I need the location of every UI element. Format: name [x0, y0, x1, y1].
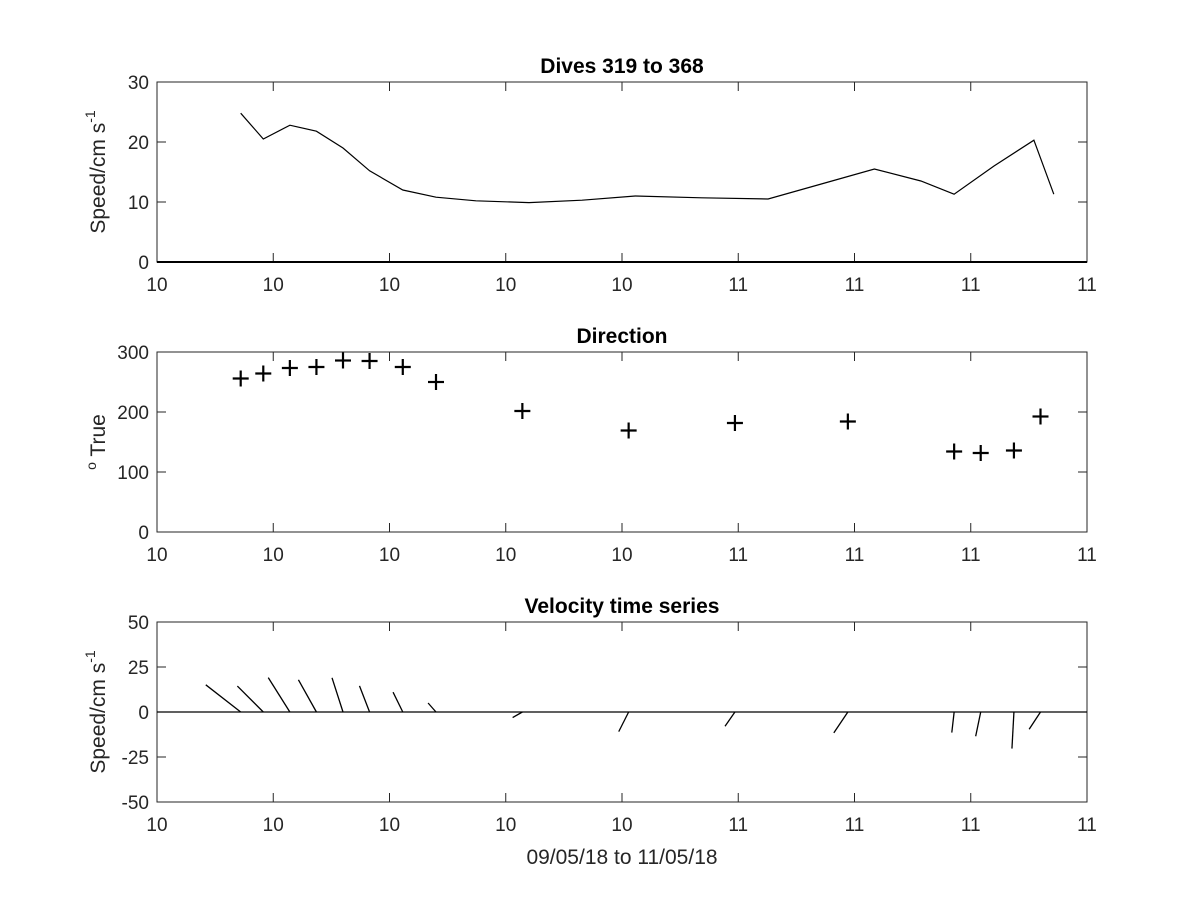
velocity-stick	[975, 711, 982, 737]
speed-xtick-label: 10	[611, 275, 632, 296]
direction-point	[1005, 442, 1022, 459]
velocity-xtick-label: 10	[146, 815, 167, 836]
speed-ylabel: Speed/cm s-1	[82, 110, 110, 234]
direction-xtick-label: 10	[263, 545, 284, 566]
velocity-xtick-label: 11	[728, 815, 748, 836]
velocity-stick	[205, 684, 242, 713]
direction-ytick-label: 0	[138, 523, 149, 544]
speed-series-line	[240, 112, 1055, 204]
velocity-xtick-label: 10	[263, 815, 284, 836]
velocity-stick	[267, 677, 291, 713]
speed-xtick-label: 11	[961, 275, 981, 296]
direction-point	[1032, 408, 1049, 425]
direction-title: Direction	[576, 325, 667, 348]
direction-point	[232, 370, 249, 387]
velocity-ytick-label: -25	[122, 748, 149, 769]
speed-xtick-label: 10	[495, 275, 516, 296]
direction-xtick-label: 10	[611, 545, 632, 566]
direction-ytick-label: 100	[117, 463, 149, 484]
direction-xtick-label: 10	[495, 545, 516, 566]
speed-xtick-label: 11	[1077, 275, 1097, 296]
direction-point	[839, 413, 856, 430]
velocity-stick	[1011, 711, 1015, 749]
velocity-stick	[512, 711, 523, 719]
velocity-ytick-label: 0	[138, 703, 149, 724]
velocity-stick	[331, 677, 344, 713]
velocity-stick	[951, 711, 955, 733]
velocity-ylabel: Speed/cm s-1	[82, 650, 110, 774]
direction-point	[361, 353, 378, 369]
direction-ylabel: o True	[83, 414, 110, 470]
direction-xtick-label: 10	[146, 545, 167, 566]
speed-axes-box	[156, 81, 1088, 263]
velocity-stick	[392, 691, 404, 713]
direction-point	[428, 374, 444, 390]
direction-point	[946, 443, 963, 460]
velocity-xlabel: 09/05/18 to 11/05/18	[526, 846, 717, 869]
velocity-stick	[358, 685, 371, 713]
direction-point	[308, 359, 325, 375]
direction-axes-box	[156, 351, 1088, 533]
direction-point	[726, 415, 743, 431]
speed-xtick-label: 10	[146, 275, 167, 296]
direction-point	[514, 403, 531, 419]
velocity-title: Velocity time series	[525, 595, 720, 618]
speed-xtick-label: 10	[379, 275, 400, 296]
velocity-ytick-label: -50	[122, 793, 149, 814]
velocity-xtick-label: 11	[845, 815, 865, 836]
speed-xtick-label: 11	[728, 275, 748, 296]
direction-xtick-label: 11	[1077, 545, 1097, 566]
direction-xtick-label: 11	[728, 545, 748, 566]
direction-point	[281, 360, 298, 376]
speed-ytick-label: 10	[128, 193, 149, 214]
velocity-panel: Velocity time series -50 -25 0 25 50 10 10 10 10 1…	[82, 595, 1097, 869]
direction-panel: Direction 0 100 200 300 10 10 10 10 10 11 11 11 11 o T…	[83, 325, 1097, 566]
speed-title: Dives 319 to 368	[540, 55, 704, 78]
velocity-stick	[833, 711, 849, 734]
velocity-xtick-label: 10	[379, 815, 400, 836]
velocity-stick	[427, 702, 437, 713]
velocity-xtick-label: 10	[611, 815, 632, 836]
direction-point	[255, 365, 272, 382]
direction-xtick-label: 10	[379, 545, 400, 566]
velocity-stick	[724, 711, 736, 727]
speed-xtick-label: 10	[263, 275, 284, 296]
speed-xtick-label: 11	[845, 275, 865, 296]
direction-xtick-label: 11	[961, 545, 981, 566]
velocity-stick	[236, 685, 264, 713]
direction-point	[394, 359, 411, 375]
speed-ytick-label: 30	[128, 73, 149, 94]
direction-point	[972, 445, 989, 461]
direction-xtick-label: 11	[845, 545, 865, 566]
direction-ytick-label: 200	[117, 403, 149, 424]
direction-point	[620, 422, 637, 439]
velocity-xtick-label: 11	[1077, 815, 1097, 836]
direction-ytick-label: 300	[117, 343, 149, 364]
velocity-xtick-label: 11	[961, 815, 981, 836]
velocity-ytick-label: 50	[128, 613, 149, 634]
velocity-stick	[297, 679, 317, 713]
direction-point	[335, 352, 351, 369]
velocity-stick	[618, 711, 630, 732]
velocity-xtick-label: 10	[495, 815, 516, 836]
velocity-ytick-label: 25	[128, 658, 149, 679]
speed-ytick-label: 20	[128, 133, 149, 154]
velocity-stick	[1028, 711, 1042, 730]
speed-ytick-label: 0	[138, 253, 149, 274]
